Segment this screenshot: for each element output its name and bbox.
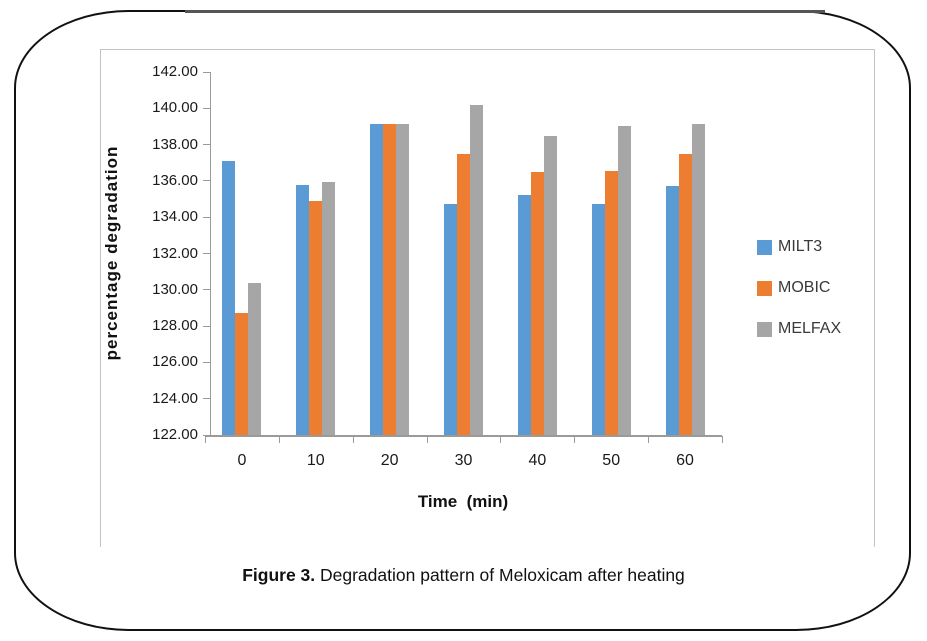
x-category-label: 40 — [528, 452, 547, 469]
x-category-label: 0 — [237, 452, 247, 469]
bar-melfax-10 — [322, 181, 336, 435]
y-tick-label: 138.00 — [152, 135, 198, 153]
y-axis-tick — [203, 361, 210, 363]
y-axis-tick — [203, 289, 210, 291]
y-tick-label: 128.00 — [152, 317, 198, 335]
bar-mobic-60 — [678, 153, 692, 435]
figure-caption: Figure 3. Degradation pattern of Meloxic… — [0, 565, 927, 586]
bar-melfax-60 — [691, 123, 705, 435]
legend-swatch-milt3 — [757, 239, 772, 255]
legend-item-mobic: MOBIC — [757, 279, 830, 297]
y-axis-tick — [203, 325, 210, 327]
y-tick-label: 140.00 — [152, 99, 198, 117]
y-axis-tick — [203, 180, 210, 182]
x-axis-tick — [648, 436, 650, 443]
y-tick-label: 142.00 — [152, 63, 198, 80]
y-axis-tick — [203, 144, 210, 146]
x-axis-tick — [426, 436, 428, 443]
frame-top-edge — [185, 10, 825, 13]
x-axis-tick — [205, 436, 206, 443]
figure-caption-label: Figure 3. — [242, 565, 316, 585]
y-tick-label: 134.00 — [152, 208, 198, 226]
y-tick-label: 130.00 — [152, 280, 198, 298]
x-axis-tick — [352, 436, 354, 443]
legend-label-melfax: MELFAX — [778, 320, 842, 337]
bar-melfax-50 — [617, 126, 631, 435]
bar-mobic-10 — [309, 200, 323, 435]
bar-milt3-20 — [370, 123, 384, 435]
bar-melfax-40 — [543, 136, 557, 435]
y-axis-tick — [203, 216, 210, 218]
x-category-label: 30 — [454, 452, 473, 469]
legend-swatch-melfax — [757, 321, 772, 337]
x-axis-tick — [278, 436, 280, 443]
bar-milt3-50 — [591, 204, 605, 435]
y-axis-tick — [203, 253, 210, 254]
y-tick-label: 124.00 — [152, 389, 198, 407]
x-axis-title: Time (min) — [417, 492, 509, 511]
y-tick-label: 132.00 — [152, 244, 198, 262]
y-tick-label: 136.00 — [152, 171, 198, 189]
legend-label-mobic: MOBIC — [778, 279, 831, 296]
bar-milt3-60 — [665, 186, 679, 435]
chart-object-frame — [100, 49, 875, 547]
x-category-label: 20 — [380, 452, 399, 469]
bar-melfax-20 — [396, 123, 410, 435]
figure-caption-text: Degradation pattern of Meloxicam after h… — [315, 565, 685, 585]
x-category-label: 60 — [676, 452, 694, 469]
bar-melfax-30 — [470, 104, 483, 435]
y-axis-tick — [203, 398, 210, 400]
bar-milt3-40 — [517, 195, 531, 435]
legend-swatch-mobic — [757, 280, 772, 296]
y-axis-tick — [203, 71, 210, 73]
y-tick-label: 122.00 — [152, 426, 198, 443]
x-axis-tick — [574, 436, 576, 443]
bar-mobic-30 — [457, 153, 470, 435]
x-axis-tick — [500, 436, 502, 443]
bar-melfax-0 — [248, 283, 262, 435]
x-axis-tick — [722, 436, 723, 443]
bar-milt3-30 — [444, 204, 457, 435]
bar-mobic-0 — [235, 313, 249, 435]
legend-item-melfax: MELFAX — [757, 320, 841, 338]
y-axis-title: percentage degradation — [102, 145, 121, 361]
legend-label-milt3: MILT3 — [778, 238, 823, 255]
bar-mobic-20 — [383, 123, 397, 435]
legend-item-milt3: MILT3 — [757, 238, 822, 256]
bar-mobic-50 — [604, 170, 618, 435]
x-category-label: 10 — [306, 452, 325, 469]
bar-mobic-40 — [530, 171, 544, 435]
x-axis-line — [205, 435, 722, 437]
y-axis-tick — [203, 107, 210, 109]
y-tick-label: 126.00 — [152, 353, 198, 371]
y-axis-line — [210, 72, 211, 435]
x-category-label: 50 — [602, 452, 621, 469]
bar-milt3-10 — [296, 185, 310, 435]
y-axis-tick — [203, 434, 210, 436]
bar-milt3-0 — [222, 160, 236, 435]
